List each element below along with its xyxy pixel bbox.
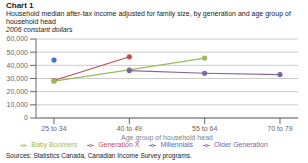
svg-text:60,000: 60,000: [8, 35, 28, 42]
svg-text:Age group of household head: Age group of household head: [121, 134, 213, 142]
html-text:Millennials: Millennials: [160, 141, 194, 148]
svg-text:55 to 64: 55 to 64: [192, 125, 217, 132]
html-text:Chart 1: Chart 1: [6, 1, 34, 10]
svg-text:40,000: 40,000: [8, 62, 28, 69]
svg-text:25 to 34: 25 to 34: [41, 125, 66, 132]
html-text:Baby Boomers: Baby Boomers: [31, 141, 78, 148]
svg-text:30,000: 30,000: [8, 75, 28, 82]
svg-text:70 to 79: 70 to 79: [267, 125, 292, 132]
html-text:2006 constant dollars: 2006 constant dollars: [6, 26, 73, 33]
html-text:Household median after-tax inc: Household median after-tax income adjust…: [6, 10, 291, 25]
svg-text:0: 0: [24, 114, 28, 121]
svg-text:40 to 49: 40 to 49: [117, 125, 142, 132]
html-text:Sources: Statistics Canada, Ca: Sources: Statistics Canada, Canadian Inc…: [6, 152, 192, 159]
svg-text:50,000: 50,000: [8, 49, 28, 56]
html-text:Older Generation: Older Generation: [214, 141, 268, 148]
svg-text:10,000: 10,000: [8, 101, 28, 108]
html-text:Generation X: Generation X: [98, 141, 140, 148]
svg-text:20,000: 20,000: [8, 88, 28, 95]
